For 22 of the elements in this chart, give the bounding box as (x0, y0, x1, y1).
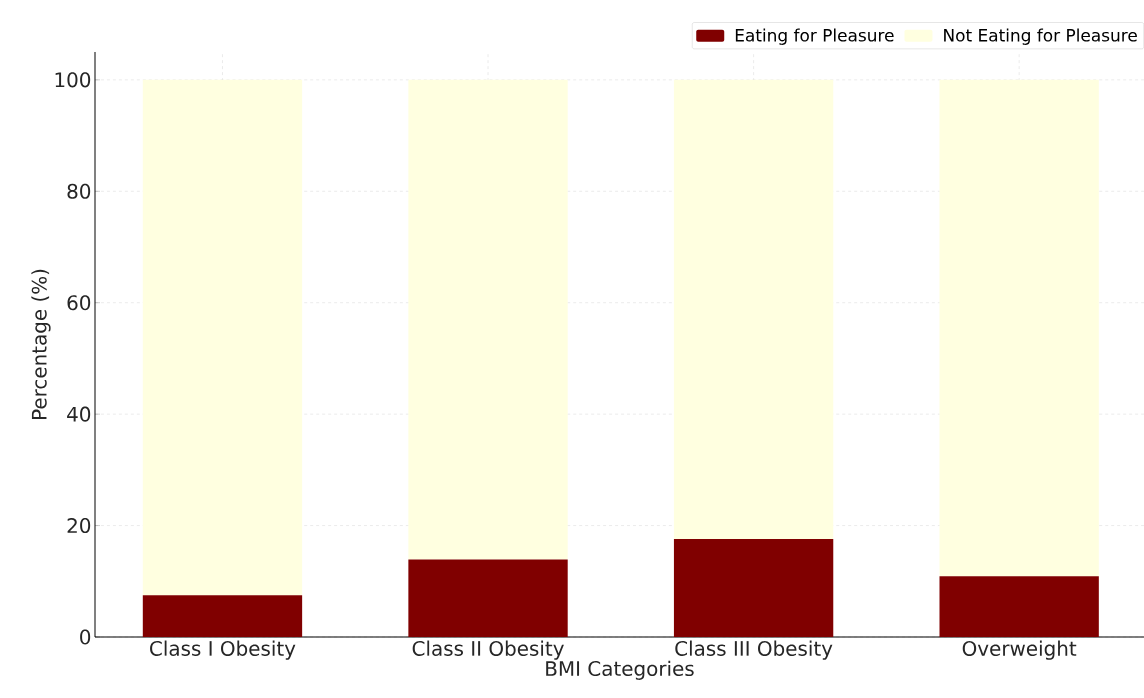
y-tick-label: 20 (67, 518, 91, 534)
y-tick-label: 40 (67, 406, 91, 422)
x-tick-label: Class I Obesity (150, 640, 296, 660)
bar (142, 595, 303, 637)
x-tick-label: Class II Obesity (412, 640, 564, 660)
y-tick-label: 80 (67, 183, 91, 199)
x-tick-label: Overweight (962, 640, 1077, 660)
y-tick-label: 60 (67, 295, 91, 311)
legend-label: Eating for Pleasure (735, 28, 894, 45)
bar (673, 79, 834, 539)
bar (408, 79, 568, 560)
y-axis-title: Percentage (%) (31, 269, 51, 419)
legend-label: Not Eating for Pleasure (944, 28, 1137, 45)
bar (939, 576, 1099, 637)
bar (142, 79, 303, 596)
y-tick-label: 100 (55, 72, 91, 88)
y-tick-label: 0 (80, 629, 91, 645)
x-tick-label: Class III Obesity (675, 640, 833, 660)
bar (408, 559, 568, 637)
bar (939, 79, 1099, 577)
bar (673, 538, 834, 637)
x-axis-title: BMI Categories (546, 660, 694, 680)
